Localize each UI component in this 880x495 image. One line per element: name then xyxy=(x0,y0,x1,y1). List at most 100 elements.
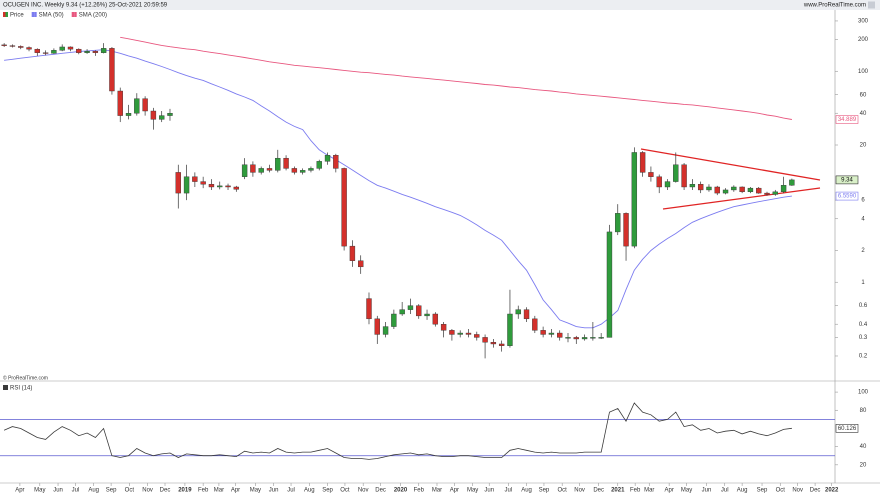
x-tick-label: Apr xyxy=(664,488,673,494)
candle-body xyxy=(424,313,430,317)
x-tick-label: 2022 xyxy=(825,488,839,494)
candle-body xyxy=(573,337,579,340)
x-tick-label: May xyxy=(250,488,261,494)
x-tick-label: Dec xyxy=(160,488,171,494)
candle-body xyxy=(449,330,455,335)
candle-body xyxy=(358,260,364,268)
x-tick-label: Nov xyxy=(574,488,585,494)
legend-label: SMA (200) xyxy=(79,12,107,18)
x-tick-label: Dec xyxy=(593,488,604,494)
candle-body xyxy=(250,164,256,173)
candle-body xyxy=(341,168,347,247)
value-box xyxy=(835,424,859,433)
y-tick-label: 200 xyxy=(858,37,869,43)
x-tick-label: Jun xyxy=(484,488,494,494)
candle-body xyxy=(731,186,737,191)
value-box xyxy=(835,115,859,124)
candle-body xyxy=(266,168,273,171)
candle-body xyxy=(598,337,604,339)
candle-body xyxy=(366,298,372,320)
legend-swatch xyxy=(34,12,37,17)
candle-body xyxy=(382,326,389,335)
legend-swatch xyxy=(31,12,35,17)
candle-body xyxy=(673,164,679,182)
candle-body xyxy=(772,191,778,195)
x-tick-label: Mar xyxy=(644,488,654,494)
x-tick-label: Oct xyxy=(340,488,350,494)
x-tick-label: Aug xyxy=(304,488,315,494)
y-tick-label: 0.2 xyxy=(859,354,868,360)
candle-body xyxy=(92,50,99,53)
y-tick-label: 0.6 xyxy=(859,303,868,309)
candle-body xyxy=(714,186,720,194)
legend-swatch xyxy=(71,12,75,17)
candle-body xyxy=(26,47,32,50)
candle-body xyxy=(159,115,165,120)
candle-body xyxy=(241,164,248,177)
x-tick-label: Nov xyxy=(358,488,369,494)
x-tick-label: May xyxy=(467,488,478,494)
y-tick-label: 1 xyxy=(861,280,865,286)
x-tick-label: Sep xyxy=(539,488,550,494)
candle-body xyxy=(167,113,173,116)
candle-body xyxy=(42,52,49,54)
candle-body xyxy=(324,155,331,162)
candle-body xyxy=(523,309,530,320)
legend-swatch xyxy=(3,12,6,17)
y-tick-label: 60 xyxy=(860,92,867,98)
x-tick-label: Jul xyxy=(287,488,295,494)
source: www.ProRealTime.com xyxy=(803,3,866,9)
x-tick-label: Dec xyxy=(810,488,821,494)
candle-body xyxy=(349,245,356,261)
candle-body xyxy=(233,186,240,190)
candle-body xyxy=(142,98,148,112)
candle-body xyxy=(333,155,339,169)
x-tick-label: Jun xyxy=(269,488,279,494)
candle-body xyxy=(291,168,298,173)
value-box-label: 34.889 xyxy=(838,117,857,123)
candle-body xyxy=(656,176,662,188)
candle-body xyxy=(623,213,629,247)
window-button[interactable] xyxy=(868,1,875,9)
y-tick-label: 0.3 xyxy=(859,335,868,341)
chart-title: OCUGEN INC. Weekly 9.34 (+12.26%) 25-Oct… xyxy=(3,3,168,9)
candle-body xyxy=(67,46,74,50)
candle-body xyxy=(507,313,513,346)
candle-body xyxy=(498,343,505,346)
candle-body xyxy=(532,318,538,331)
candle-body xyxy=(590,337,596,339)
candle-body xyxy=(299,170,306,173)
candle-body xyxy=(648,172,654,177)
candle-body xyxy=(150,110,157,120)
x-tick-label: Feb xyxy=(198,488,209,494)
candle-body xyxy=(416,305,422,317)
y-tick-label: 20 xyxy=(860,462,867,468)
candle-body xyxy=(175,172,181,194)
candle-body xyxy=(391,313,397,327)
x-tick-label: Sep xyxy=(322,488,333,494)
candle-body xyxy=(275,157,281,171)
candle-body xyxy=(225,185,231,188)
x-tick-label: Mar xyxy=(432,488,442,494)
value-box-label: 6.5590 xyxy=(838,194,857,200)
candle-body xyxy=(581,337,588,340)
x-tick-label: Sep xyxy=(106,488,117,494)
candle-body xyxy=(1,44,7,46)
candle-body xyxy=(308,168,314,171)
candle-body xyxy=(34,48,41,53)
candle-body xyxy=(217,185,223,188)
candle-body xyxy=(474,334,480,338)
candle-body xyxy=(465,332,472,335)
candle-body xyxy=(374,318,380,335)
candle-body xyxy=(631,152,638,247)
candle-body xyxy=(780,185,787,193)
candle-body xyxy=(789,179,795,186)
x-tick-label: 2019 xyxy=(178,488,192,494)
candle-body xyxy=(183,176,190,194)
candle-body xyxy=(200,181,206,185)
x-tick-label: Jul xyxy=(721,488,729,494)
y-tick-label: 0.4 xyxy=(859,322,868,328)
y-tick-label: 2 xyxy=(861,248,865,254)
